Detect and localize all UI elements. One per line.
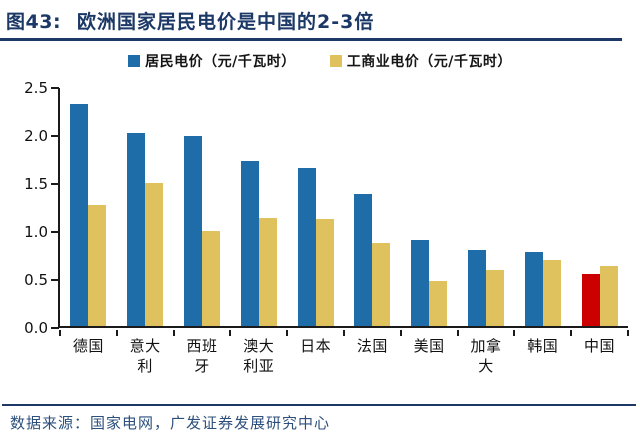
y-tick-mark-2 xyxy=(51,231,59,233)
x-label-6: 法国 xyxy=(344,336,401,376)
residential-bar-5 xyxy=(297,167,316,326)
x-tick-mark-1 xyxy=(115,330,118,336)
x-label-1: 德国 xyxy=(60,336,117,376)
x-axis-labels: 德国 意大利 西班牙 澳大利亚 日本 法国 美国 加拿大 韩国 中国 xyxy=(60,336,628,376)
bar-group-6 xyxy=(344,88,401,326)
x-label-2: 意大利 xyxy=(117,336,174,376)
x-label-3: 西班牙 xyxy=(174,336,231,376)
commercial-swatch-icon xyxy=(329,55,342,67)
bar-group-8 xyxy=(458,88,515,326)
bar-group-2 xyxy=(117,88,174,326)
x-tick-mark-6 xyxy=(399,330,402,336)
commercial-bar-2 xyxy=(145,183,164,326)
residential-bar-8 xyxy=(467,250,486,326)
commercial-bar-3 xyxy=(201,231,220,326)
residential-bar-2 xyxy=(127,133,146,326)
x-tick-mark-9 xyxy=(570,330,573,336)
x-tick-mark-4 xyxy=(286,330,289,336)
bar-group-9 xyxy=(514,88,571,326)
x-label-text-3: 西班牙 xyxy=(186,337,218,375)
y-tick-label-4: 2.0 xyxy=(24,127,48,145)
legend-residential-label: 居民电价（元/千瓦时） xyxy=(145,54,296,70)
page-title: 图43: 欧洲国家居民电价是中国的2-3倍 xyxy=(6,7,374,34)
y-tick-mark-1 xyxy=(51,279,59,281)
y-tick-label-5: 2.5 xyxy=(24,79,48,97)
legend-item-commercial: 工商业电价（元/千瓦时） xyxy=(329,51,512,71)
footer-divider-rule xyxy=(2,404,636,406)
x-label-text-9: 韩国 xyxy=(527,337,559,355)
x-tick-mark-2 xyxy=(172,330,175,336)
bar-group-4 xyxy=(230,88,287,326)
residential-bar-7 xyxy=(411,239,430,326)
commercial-bar-8 xyxy=(485,270,504,326)
bar-group-1 xyxy=(60,88,117,326)
x-tick-mark-7 xyxy=(456,330,459,336)
data-source-note: 数据来源：国家电网，广发证券发展研究中心 xyxy=(10,414,331,432)
figure-number-label: 图43: xyxy=(6,11,62,33)
commercial-bar-6 xyxy=(372,243,391,326)
y-tick-mark-4 xyxy=(51,135,59,137)
x-label-8: 加拿大 xyxy=(458,336,515,376)
x-label-text-5: 日本 xyxy=(300,337,332,355)
commercial-bar-4 xyxy=(258,217,277,326)
residential-bar-9 xyxy=(524,252,543,326)
x-tick-mark-0 xyxy=(59,330,61,336)
commercial-bar-10 xyxy=(599,265,618,326)
commercial-bar-9 xyxy=(542,259,561,326)
y-tick-label-2: 1.0 xyxy=(24,223,48,241)
commercial-bar-7 xyxy=(429,280,448,326)
x-label-7: 美国 xyxy=(401,336,458,376)
y-tick-mark-5 xyxy=(51,87,59,89)
figure-title-text: 欧洲国家居民电价是中国的2-3倍 xyxy=(77,11,375,33)
residential-swatch-icon xyxy=(128,55,141,67)
residential-bar-1 xyxy=(70,104,89,326)
x-label-text-6: 法国 xyxy=(356,337,388,355)
y-tick-mark-0 xyxy=(51,327,59,329)
x-tick-mark-10 xyxy=(627,330,629,336)
bar-group-10 xyxy=(571,88,628,326)
chart-legend: 居民电价（元/千瓦时） 工商业电价（元/千瓦时） xyxy=(0,51,640,71)
bar-group-7 xyxy=(401,88,458,326)
x-label-10: 中国 xyxy=(571,336,628,376)
x-label-text-1: 德国 xyxy=(72,337,104,355)
y-tick-label-3: 1.5 xyxy=(24,175,48,193)
legend-commercial-label: 工商业电价（元/千瓦时） xyxy=(346,54,512,70)
residential-bar-6 xyxy=(354,193,373,326)
x-tick-mark-5 xyxy=(343,330,345,336)
plot-area xyxy=(58,88,628,328)
title-divider-rule xyxy=(0,38,622,41)
residential-bar-10 xyxy=(581,274,600,326)
y-tick-label-0: 0.0 xyxy=(24,319,48,337)
residential-bar-4 xyxy=(240,160,259,326)
x-label-text-7: 美国 xyxy=(413,337,445,355)
x-label-text-8: 加拿大 xyxy=(470,337,502,375)
x-label-9: 韩国 xyxy=(514,336,571,376)
x-label-4: 澳大利亚 xyxy=(230,336,287,376)
residential-bar-3 xyxy=(183,135,202,326)
commercial-bar-5 xyxy=(315,219,334,326)
x-label-5: 日本 xyxy=(287,336,344,376)
bar-group-3 xyxy=(174,88,231,326)
x-label-text-4: 澳大利亚 xyxy=(243,337,275,375)
commercial-bar-1 xyxy=(88,205,107,326)
x-label-text-2: 意大利 xyxy=(129,337,161,375)
bar-group-5 xyxy=(287,88,344,326)
x-label-text-10: 中国 xyxy=(584,337,616,355)
x-tick-mark-8 xyxy=(513,330,516,336)
y-tick-mark-3 xyxy=(51,183,59,185)
legend-item-residential: 居民电价（元/千瓦时） xyxy=(128,51,296,71)
x-tick-mark-3 xyxy=(229,330,232,336)
y-tick-label-1: 0.5 xyxy=(24,271,48,289)
